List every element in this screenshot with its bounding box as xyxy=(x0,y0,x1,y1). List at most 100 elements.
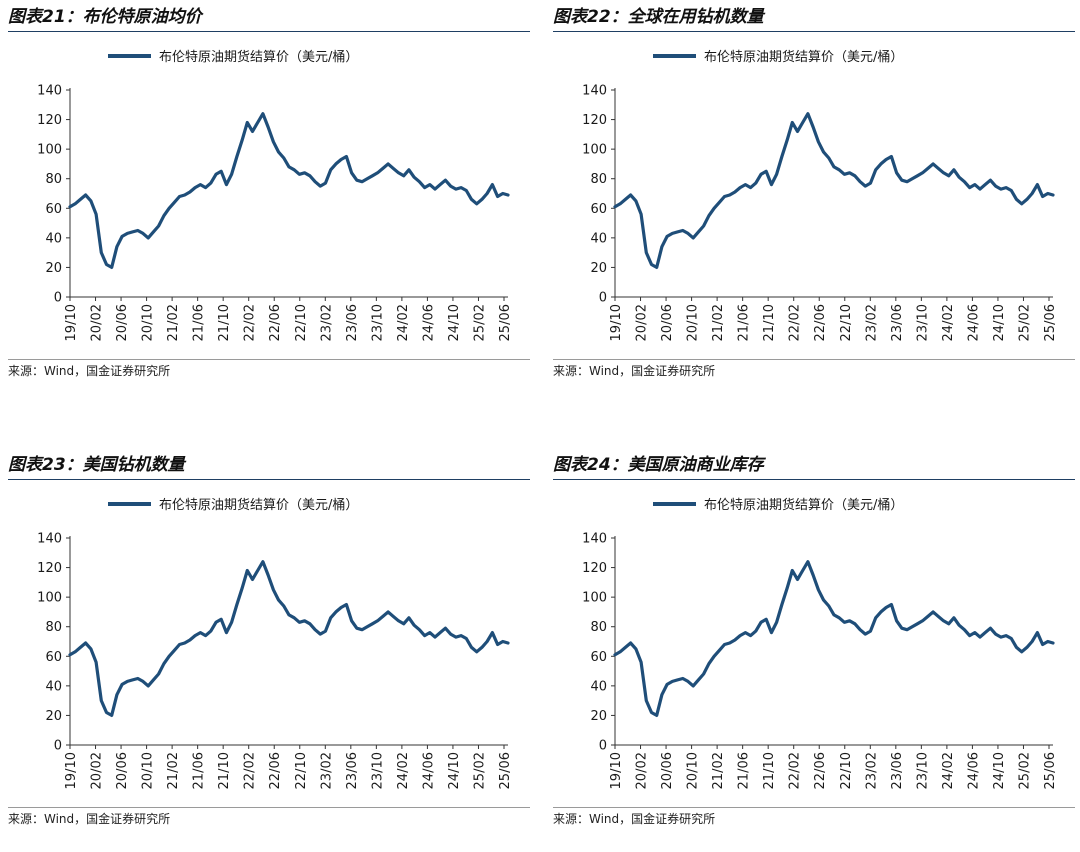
x-tick-label: 23/10 xyxy=(915,752,930,789)
x-tick-label: 22/10 xyxy=(294,752,309,789)
y-tick-label: 140 xyxy=(37,532,62,547)
x-tick-label: 22/06 xyxy=(813,752,828,789)
x-tick-label: 20/02 xyxy=(635,304,650,341)
y-tick-label: 80 xyxy=(45,172,62,187)
title-rule xyxy=(8,31,530,32)
chart-panel-24: 图表24：美国原油商业库存 布伦特原油期货结算价（美元/桶） 0 20 40 60 80 1… xyxy=(553,452,1080,852)
x-tick-label: 21/02 xyxy=(166,304,181,341)
y-tick-label: 60 xyxy=(590,650,607,665)
x-tick-label: 25/02 xyxy=(1017,752,1032,789)
x-tick-label: 25/02 xyxy=(472,304,487,341)
x-tick-label: 25/06 xyxy=(1043,304,1058,341)
source-rule xyxy=(8,359,530,360)
y-tick-label: 60 xyxy=(45,202,62,217)
x-tick-label: 22/06 xyxy=(268,752,283,789)
figure-title: 图表24：美国原油商业库存 xyxy=(553,455,764,475)
series-line xyxy=(613,112,1055,269)
x-tick-label: 24/06 xyxy=(966,752,981,789)
y-tick-label: 100 xyxy=(37,143,62,158)
x-tick-label: 24/02 xyxy=(396,752,411,789)
x-tick-label: 19/10 xyxy=(609,304,624,341)
x-tick-label: 20/02 xyxy=(90,752,105,789)
x-tick-label: 21/10 xyxy=(217,752,232,789)
y-tick-label: 20 xyxy=(590,261,607,276)
legend: 布伦特原油期货结算价（美元/桶） xyxy=(108,49,358,65)
y-tick-label: 40 xyxy=(45,231,62,246)
x-tick-label: 22/02 xyxy=(243,304,258,341)
series-line xyxy=(68,560,510,717)
x-tick-label: 20/02 xyxy=(635,752,650,789)
y-tick-label: 40 xyxy=(590,679,607,694)
x-tick-label: 25/06 xyxy=(498,304,513,341)
x-tick-label: 22/02 xyxy=(788,752,803,789)
x-tick-label: 24/06 xyxy=(421,304,436,341)
legend: 布伦特原油期货结算价（美元/桶） xyxy=(653,497,903,513)
x-tick-label: 19/10 xyxy=(609,752,624,789)
x-tick-label: 23/06 xyxy=(345,752,360,789)
x-tick-label: 24/06 xyxy=(421,752,436,789)
legend-label: 布伦特原油期货结算价（美元/桶） xyxy=(704,49,903,65)
x-tick-label: 22/06 xyxy=(268,304,283,341)
line-chart: 布伦特原油期货结算价（美元/桶） 0 20 40 60 80 100 120 140 19/10 2… xyxy=(582,497,1058,789)
y-tick-label: 60 xyxy=(45,650,62,665)
legend: 布伦特原油期货结算价（美元/桶） xyxy=(108,497,358,513)
source-rule xyxy=(553,359,1075,360)
x-tick-label: 21/02 xyxy=(711,752,726,789)
x-tick-label: 22/10 xyxy=(839,304,854,341)
y-tick-label: 120 xyxy=(37,113,62,128)
source-rule xyxy=(8,807,530,808)
legend-label: 布伦特原油期货结算价（美元/桶） xyxy=(159,49,358,65)
source-rule xyxy=(553,807,1075,808)
source-note: 来源：Wind，国金证券研究所 xyxy=(553,364,716,378)
x-tick-label: 21/10 xyxy=(762,752,777,789)
x-tick-label: 22/06 xyxy=(813,304,828,341)
x-tick-label: 20/02 xyxy=(90,304,105,341)
y-tick-label: 120 xyxy=(582,113,607,128)
y-tick-label: 100 xyxy=(37,591,62,606)
y-tick-label: 60 xyxy=(590,202,607,217)
x-tick-label: 24/02 xyxy=(941,752,956,789)
x-tick-label: 22/10 xyxy=(839,752,854,789)
x-tick-label: 25/06 xyxy=(498,752,513,789)
x-tick-label: 23/06 xyxy=(890,304,905,341)
x-tick-label: 21/10 xyxy=(217,304,232,341)
y-tick-label: 100 xyxy=(582,591,607,606)
figure-title: 图表22：全球在用钻机数量 xyxy=(553,7,764,27)
chart-panel-21: 图表21：布伦特原油均价 布伦特原油期货结算价（美元/桶） 0 20 40 60 80 10… xyxy=(8,4,538,404)
y-tick-label: 120 xyxy=(582,561,607,576)
x-tick-label: 20/10 xyxy=(686,304,701,341)
x-tick-label: 22/02 xyxy=(788,304,803,341)
series-line xyxy=(613,560,1055,717)
y-tick-label: 140 xyxy=(582,84,607,99)
x-tick-label: 24/10 xyxy=(992,752,1007,789)
x-tick-label: 22/02 xyxy=(243,752,258,789)
x-tick-label: 20/06 xyxy=(660,752,675,789)
title-rule xyxy=(553,479,1075,480)
line-chart: 布伦特原油期货结算价（美元/桶） 0 20 40 60 80 100 120 140 19/10 2… xyxy=(37,497,513,789)
x-tick-label: 23/02 xyxy=(319,752,334,789)
y-tick-label: 0 xyxy=(599,291,607,306)
legend: 布伦特原油期货结算价（美元/桶） xyxy=(653,49,903,65)
x-tick-label: 23/06 xyxy=(345,304,360,341)
x-tick-label: 20/06 xyxy=(115,752,130,789)
x-tick-label: 21/06 xyxy=(192,304,207,341)
y-tick-label: 100 xyxy=(582,143,607,158)
x-tick-label: 21/06 xyxy=(737,304,752,341)
title-rule xyxy=(8,479,530,480)
y-tick-label: 80 xyxy=(590,172,607,187)
x-tick-label: 25/02 xyxy=(472,752,487,789)
legend-label: 布伦特原油期货结算价（美元/桶） xyxy=(704,497,903,513)
x-tick-label: 19/10 xyxy=(64,304,79,341)
y-tick-label: 40 xyxy=(590,231,607,246)
title-rule xyxy=(553,31,1075,32)
x-tick-label: 24/02 xyxy=(941,304,956,341)
x-tick-label: 24/10 xyxy=(447,752,462,789)
x-tick-label: 21/02 xyxy=(166,752,181,789)
line-chart: 布伦特原油期货结算价（美元/桶） 0 20 40 60 80 100 120 140 19/10 2… xyxy=(37,49,513,341)
chart-panel-23: 图表23：美国钻机数量 布伦特原油期货结算价（美元/桶） 0 20 40 60 80 100… xyxy=(8,452,538,852)
x-tick-label: 21/06 xyxy=(737,752,752,789)
y-tick-label: 140 xyxy=(37,84,62,99)
x-tick-label: 22/10 xyxy=(294,304,309,341)
x-tick-label: 20/06 xyxy=(660,304,675,341)
x-tick-label: 25/02 xyxy=(1017,304,1032,341)
